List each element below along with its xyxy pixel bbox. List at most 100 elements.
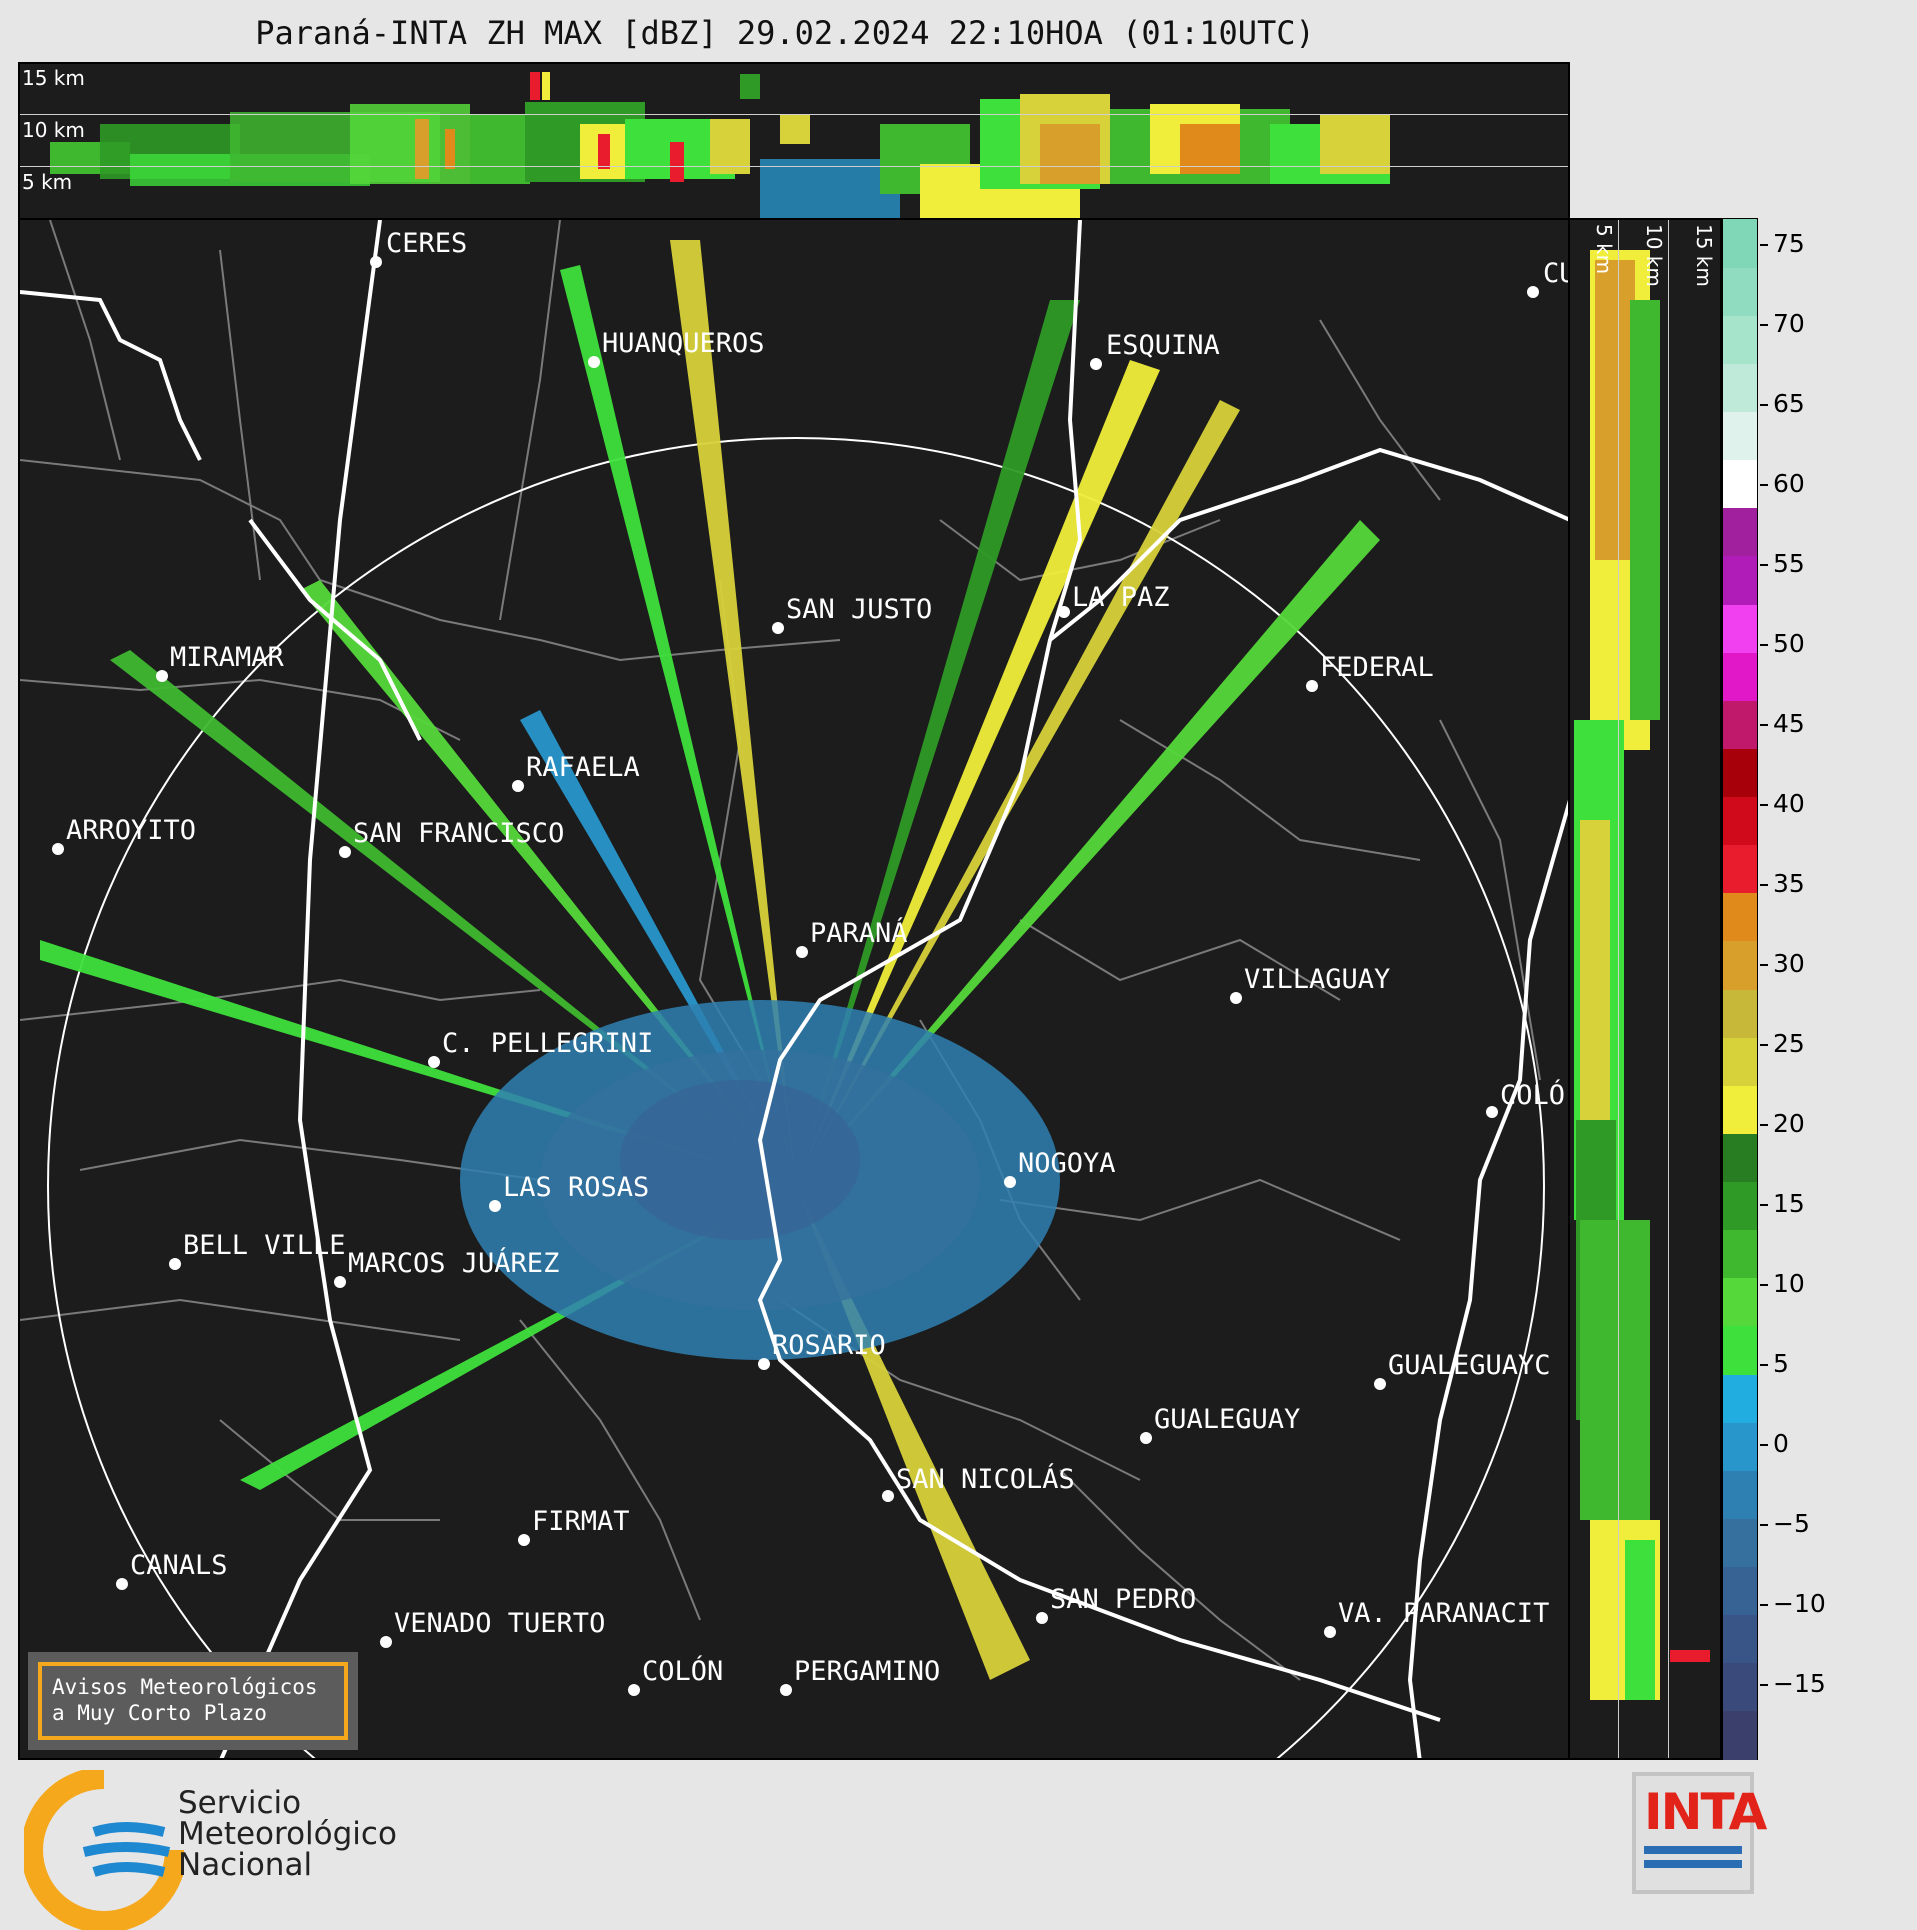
radar-map-canvas: CERES HUANQUEROS ESQUINA CU MIRAMAR SAN JUSTO… — [20, 220, 1570, 1758]
colorbar-tick — [1760, 1684, 1768, 1686]
city-marker[interactable]: FIRMAT — [518, 1506, 630, 1546]
city-marker[interactable]: LAS ROSAS — [489, 1172, 649, 1212]
city-dot — [334, 1276, 346, 1288]
colorbar-tick-label: 30 — [1773, 949, 1805, 978]
city-dot — [1058, 606, 1070, 618]
city-dot — [1374, 1378, 1386, 1390]
top-cross-section-panel: 15 km 10 km 5 km — [18, 62, 1570, 220]
city-label: VENADO TUERTO — [394, 1608, 605, 1639]
colorbar-band — [1723, 700, 1757, 749]
colorbar-tick — [1760, 884, 1768, 886]
city-marker[interactable]: GUALEGUAYC — [1374, 1350, 1551, 1390]
city-dot — [380, 1636, 392, 1648]
city-marker[interactable]: ARROYITO — [52, 815, 196, 855]
inta-logo: INTA — [1632, 1772, 1767, 1894]
city-label: PARANÁ — [810, 917, 908, 949]
province-boundaries — [20, 220, 1568, 1758]
colorbar-tick — [1760, 1604, 1768, 1606]
city-marker[interactable]: CERES — [370, 228, 467, 268]
colorbar-tick-label: 5 — [1773, 1349, 1789, 1378]
radar-map[interactable]: CERES HUANQUEROS ESQUINA CU MIRAMAR SAN JUSTO… — [18, 218, 1570, 1760]
alerts-badge-line2: a Muy Corto Plazo — [52, 1701, 267, 1726]
colorbar-band — [1723, 555, 1757, 605]
colorbar-band — [1723, 1277, 1757, 1327]
altitude-label-10km: 10 km — [22, 118, 85, 142]
colorbar-band — [1723, 1133, 1757, 1182]
city-marker[interactable]: PARANÁ — [796, 917, 908, 958]
city-marker[interactable]: VENADO TUERTO — [380, 1608, 605, 1648]
colorbar-tick-label: 20 — [1773, 1109, 1805, 1138]
city-dot — [628, 1684, 640, 1696]
city-label: GUALEGUAY — [1154, 1404, 1300, 1435]
colorbar-tick-label: 15 — [1773, 1189, 1805, 1218]
city-marker[interactable]: NOGOYA — [1004, 1148, 1116, 1188]
city-label: LA PAZ — [1072, 582, 1170, 613]
colorbar-band — [1723, 748, 1757, 797]
city-dot — [1004, 1176, 1016, 1188]
city-label: COLÓN — [642, 1655, 723, 1687]
dbz-colorbar — [1722, 218, 1758, 1760]
city-marker[interactable]: COLÓ — [1486, 1079, 1565, 1118]
city-dot — [428, 1056, 440, 1068]
colorbar-band — [1723, 1614, 1757, 1664]
smn-logo-text: Servicio Meteorológico Nacional — [178, 1785, 397, 1883]
city-marker[interactable]: RAFAELA — [512, 752, 640, 792]
city-dot — [882, 1490, 894, 1502]
colorbar-band — [1723, 844, 1757, 894]
colorbar-band — [1723, 940, 1757, 990]
colorbar-tick-label: 25 — [1773, 1029, 1805, 1058]
city-marker[interactable]: HUANQUEROS — [588, 328, 765, 368]
alerts-badge-line1: Avisos Meteorológicos — [52, 1675, 318, 1699]
city-dot — [1230, 992, 1242, 1004]
city-marker[interactable]: MIRAMAR — [156, 642, 285, 682]
city-marker[interactable]: MARCOS JUÁREZ — [334, 1247, 559, 1288]
city-marker[interactable]: CU — [1527, 258, 1570, 298]
colorbar-tick — [1760, 404, 1768, 406]
city-marker[interactable]: LA PAZ — [1058, 582, 1170, 618]
city-marker[interactable]: SAN JUSTO — [772, 594, 932, 634]
city-dot — [52, 843, 64, 855]
colorbar-band — [1723, 1518, 1757, 1567]
colorbar-band — [1723, 1662, 1757, 1712]
city-dot — [1527, 286, 1539, 298]
page-title: Paraná-INTA ZH MAX [dBZ] 29.02.2024 22:1… — [255, 14, 1315, 52]
colorbar-band — [1723, 892, 1757, 942]
city-marker[interactable]: PERGAMINO — [780, 1656, 940, 1696]
city-marker[interactable]: CANALS — [116, 1550, 228, 1590]
city-label: RAFAELA — [526, 752, 640, 783]
city-dot — [156, 670, 168, 682]
city-marker[interactable]: COLÓN — [628, 1655, 723, 1696]
city-marker[interactable]: SAN NICOLÁS — [882, 1463, 1075, 1502]
city-marker[interactable]: VA. PARANACIT — [1324, 1598, 1549, 1638]
colorbar-band — [1723, 267, 1757, 316]
city-dot — [796, 946, 808, 958]
colorbar-tick — [1760, 244, 1768, 246]
city-label: ARROYITO — [66, 815, 196, 846]
city-marker[interactable]: SAN FRANCISCO — [339, 818, 564, 858]
city-marker[interactable]: BELL VILLE — [169, 1230, 346, 1270]
colorbar-tick-label: 60 — [1773, 469, 1805, 498]
colorbar-band — [1723, 363, 1757, 412]
city-marker[interactable]: FEDERAL — [1306, 652, 1434, 692]
side-altitude-label-15km: 15 km — [1692, 224, 1716, 287]
colorbar-band — [1723, 1374, 1757, 1423]
city-marker[interactable]: GUALEGUAY — [1140, 1404, 1300, 1444]
city-label: NOGOYA — [1018, 1148, 1116, 1179]
colorbar-tick-label: 55 — [1773, 549, 1805, 578]
city-label: SAN NICOLÁS — [896, 1463, 1075, 1495]
side-altitude-label-10km: 10 km — [1642, 224, 1666, 287]
colorbar-band — [1723, 989, 1757, 1038]
city-marker[interactable]: ESQUINA — [1090, 330, 1220, 370]
city-marker[interactable]: C. PELLEGRINI — [428, 1028, 653, 1068]
city-dot — [1306, 680, 1318, 692]
city-dot — [116, 1578, 128, 1590]
colorbar-tick — [1760, 1364, 1768, 1366]
city-marker[interactable]: SAN PEDRO — [1036, 1584, 1196, 1624]
colorbar-tick-label: −15 — [1773, 1669, 1826, 1698]
alerts-badge[interactable]: Avisos Meteorológicos a Muy Corto Plazo — [28, 1652, 358, 1750]
city-marker[interactable]: VILLAGUAY — [1230, 964, 1390, 1004]
colorbar-tick — [1760, 1204, 1768, 1206]
city-marker[interactable]: ROSARIO — [758, 1330, 886, 1370]
city-dot — [1324, 1626, 1336, 1638]
colorbar-band — [1723, 411, 1757, 461]
